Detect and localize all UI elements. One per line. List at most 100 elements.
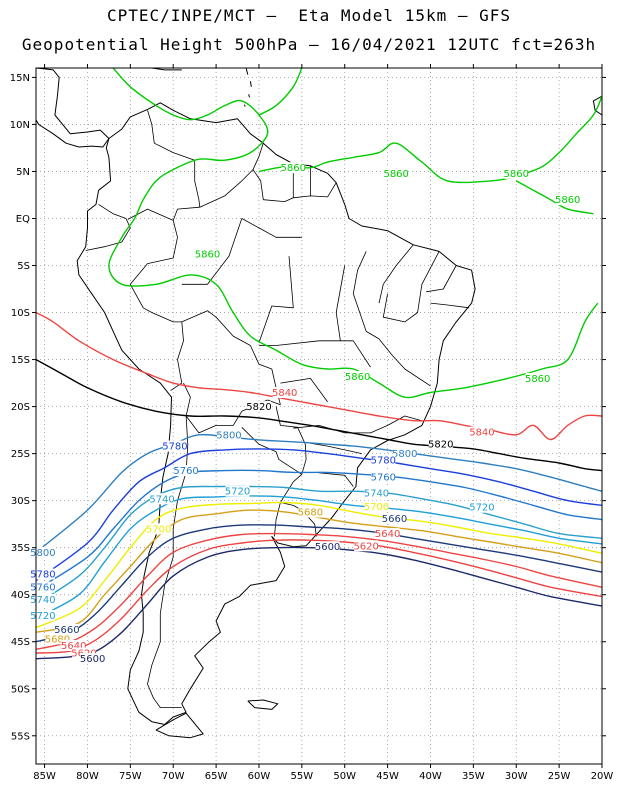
contour-label-5800: 5800: [30, 548, 55, 559]
contour-5600: [36, 546, 602, 660]
contour-5740: [36, 485, 602, 605]
contour-label-bg: [345, 370, 370, 382]
coastline: [245, 68, 249, 75]
political-border: [382, 251, 440, 323]
contour-label-5720: 5720: [225, 487, 250, 498]
contour-label-bg: [384, 167, 409, 179]
contour-label-5800: 5800: [216, 430, 241, 441]
lat-tick-label: 35S: [11, 543, 30, 554]
contour-5760: [36, 469, 602, 591]
contour-label-bg: [504, 167, 529, 179]
contour-label-5860: 5860: [555, 195, 580, 206]
lon-tick-label: 80W: [76, 771, 99, 782]
contour-label-5700: 5700: [364, 502, 389, 513]
lat-tick-label: 50S: [11, 684, 30, 695]
contour-label-bg: [469, 501, 494, 513]
contour-label-bg: [162, 440, 187, 452]
contour-label-bg: [146, 523, 171, 535]
political-border: [378, 244, 414, 304]
lat-tick-label: 55S: [11, 731, 30, 742]
political-border: [199, 143, 264, 208]
contour-5860: [258, 68, 303, 116]
lon-tick-label: 50W: [333, 771, 356, 782]
contour-label-bg: [45, 633, 70, 645]
contour-label-5860: 5860: [504, 169, 529, 180]
contour-5860: [108, 68, 599, 399]
lon-tick-label: 20W: [591, 771, 614, 782]
contour-5840: [36, 311, 602, 441]
contour-label-bg: [225, 485, 250, 497]
contour-label-5840: 5840: [272, 388, 297, 399]
contour-label-bg: [216, 429, 241, 441]
political-border: [147, 415, 189, 708]
contour-label-5860: 5860: [383, 169, 408, 180]
contour-label-5640: 5640: [61, 641, 86, 652]
lat-tick-label: 45S: [11, 637, 30, 648]
contour-5700: [36, 501, 602, 629]
contour-label-5820: 5820: [246, 402, 271, 413]
contour-label-5780: 5780: [371, 456, 396, 467]
contour-label-bg: [30, 546, 55, 558]
contour-label-5600: 5600: [315, 542, 340, 553]
contour-label-bg: [30, 581, 55, 593]
contour-label-5860: 5860: [195, 250, 220, 261]
political-border: [85, 204, 131, 251]
contour-label-bg: [30, 593, 55, 605]
contour-5860: [515, 180, 594, 215]
lat-tick-label: 20S: [11, 402, 30, 413]
political-border: [127, 208, 174, 221]
lat-tick-label: 40S: [11, 590, 30, 601]
contour-label-bg: [375, 528, 400, 540]
political-border: [181, 310, 281, 405]
contour-label-bg: [555, 194, 580, 206]
contour-label-5760: 5760: [30, 583, 55, 594]
contour-label-bg: [174, 465, 199, 477]
height-contours: [36, 68, 602, 660]
contour-label-bg: [469, 426, 494, 438]
political-border: [430, 302, 470, 309]
coastline: [134, 68, 182, 71]
contour-label-bg: [61, 639, 86, 651]
contour-label-bg: [281, 162, 306, 174]
contour-label-5760: 5760: [371, 473, 396, 484]
lon-tick-label: 65W: [205, 771, 228, 782]
contour-label-5720: 5720: [30, 611, 55, 622]
lon-tick-label: 40W: [419, 771, 442, 782]
lat-tick-label: EQ: [16, 214, 30, 225]
political-border: [391, 354, 431, 387]
lat-tick-label: 25S: [11, 449, 30, 460]
map-subtitle: Geopotential Height 500hPa – 16/04/2021 …: [21, 35, 597, 54]
coastlines-and-borders: [36, 68, 602, 739]
contour-label-5640: 5640: [375, 529, 400, 540]
contour-5720: [36, 495, 602, 619]
lon-tick-label: 30W: [505, 771, 528, 782]
contour-5860: [258, 95, 602, 184]
contour-label-bg: [246, 401, 271, 413]
lon-tick-label: 75W: [119, 771, 142, 782]
lon-tick-label: 60W: [248, 771, 271, 782]
political-border: [344, 415, 423, 434]
coastline: [248, 94, 250, 98]
political-border: [129, 206, 200, 391]
contour-label-bg: [150, 493, 175, 505]
contour-label-5660: 5660: [54, 625, 79, 636]
coastline: [76, 102, 476, 725]
contour-label-5820: 5820: [428, 440, 453, 451]
contour-label-bg: [364, 487, 389, 499]
political-border: [280, 378, 328, 403]
contour-label-5660: 5660: [382, 514, 407, 525]
contour-label-bg: [72, 647, 97, 659]
political-border: [314, 472, 354, 487]
contour-label-bg: [30, 609, 55, 621]
lat-tick-label: 10S: [11, 308, 30, 319]
coastline: [592, 95, 602, 116]
lat-tick-label: 15S: [11, 355, 30, 366]
contour-label-bg: [195, 248, 220, 260]
map-title: CPTEC/INPE/MCT – Eta Model 15km – GFS: [106, 6, 512, 25]
coastline: [36, 68, 110, 148]
map-frame: [35, 67, 603, 765]
contour-label-5740: 5740: [149, 494, 174, 505]
contour-label-5680: 5680: [45, 634, 70, 645]
